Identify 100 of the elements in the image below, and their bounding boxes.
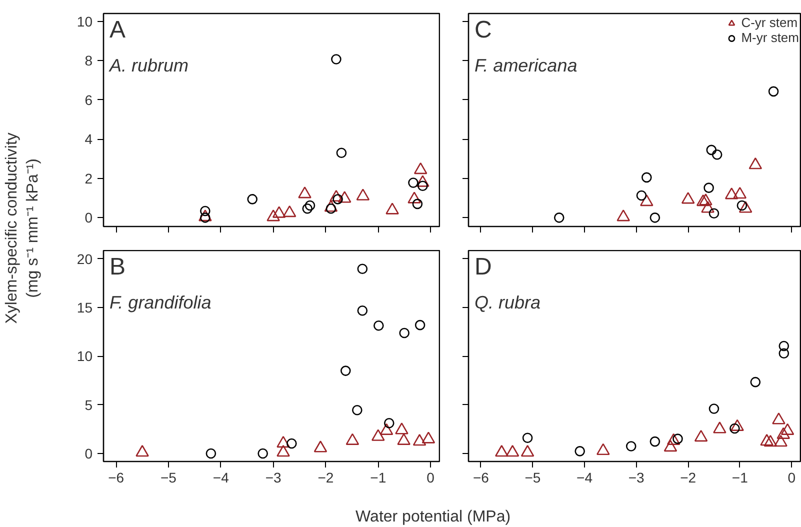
point [778,340,790,352]
point [494,444,508,457]
point [346,433,360,445]
x-tick-label: −3 [628,470,644,486]
point [266,210,280,222]
point [642,172,652,183]
point [412,434,426,446]
point [338,191,352,203]
point [331,54,342,64]
point [336,148,347,158]
point [748,157,762,170]
point [408,178,418,188]
x-tick-label: 0 [426,470,435,486]
point [298,186,312,198]
point [384,418,394,428]
y-tick-label: 15 [76,300,93,316]
x-tick-label: −1 [732,470,748,486]
point [282,205,296,218]
point [764,434,778,447]
point [324,200,338,212]
point [681,192,695,204]
chart-title: A [110,16,126,44]
point [750,376,761,388]
point [200,206,210,216]
point [778,348,790,359]
point [412,198,423,210]
point [760,434,774,446]
point [136,444,149,457]
point [768,86,779,97]
y-axis-title: Xylem-specific conductivity (mg s⁻¹ mm⁻¹ kPa⁻¹) [4,132,42,324]
point [395,422,408,434]
point [332,194,343,204]
point [664,440,678,452]
point [374,320,384,331]
point [302,203,313,214]
point [730,419,744,431]
x-tick-label: −5 [160,470,177,486]
point [356,188,370,200]
point [699,194,712,206]
point [708,208,720,218]
point [357,306,368,316]
x-tick-label: −1 [370,470,386,486]
text: Q. rubra [474,292,541,312]
point [380,423,394,435]
point [694,430,708,442]
point [772,412,786,424]
point [713,422,726,434]
y-tick-label: 20 [76,250,93,267]
x-axis-title: Water potential (MPa) [356,508,511,526]
point [780,423,794,435]
point [596,443,610,456]
y-tick-label: 4 [84,131,93,148]
point [666,433,680,445]
point [371,429,385,441]
point [774,434,788,447]
point [352,404,362,416]
x-tick-label: −2 [680,470,696,486]
point [416,175,430,187]
point [386,202,399,214]
point [708,404,720,414]
point [636,190,647,201]
point [200,212,210,223]
point [414,162,428,174]
point [554,212,564,223]
point [314,440,328,452]
point [712,150,722,160]
point [672,434,683,444]
x-tick-label: −6 [472,470,490,486]
point [414,320,426,330]
x-tick-label: 0 [788,470,796,486]
y-tick-label: 5 [84,396,93,413]
x-tick-label: −5 [524,470,541,486]
point [733,186,747,199]
point [399,328,410,338]
y-tick-label: 2 [84,170,93,186]
x-tick-label: −4 [576,470,593,486]
point [736,200,748,211]
y-tick-label: 10 [76,348,93,364]
chart-title: B [110,254,126,280]
y-tick-label: 10 [76,13,93,30]
point [522,432,533,443]
point [272,206,286,218]
x-tick-label: −2 [318,470,334,486]
legend-label: M-yr stem [741,30,799,45]
point [520,444,534,457]
x-tick-label: −3 [265,470,282,486]
point [738,201,752,213]
point [650,212,660,223]
x-tick-label: −4 [212,470,230,486]
point [198,210,212,222]
legend-label: C-yr stem [741,15,798,30]
point [706,144,717,156]
point [724,188,738,200]
point [616,210,630,222]
point [730,423,740,434]
y-tick-label: 8 [84,52,93,69]
chart-title: C [474,16,492,44]
y-tick-label: 0 [84,210,93,226]
text: F. americana [474,56,578,76]
point [357,264,368,274]
